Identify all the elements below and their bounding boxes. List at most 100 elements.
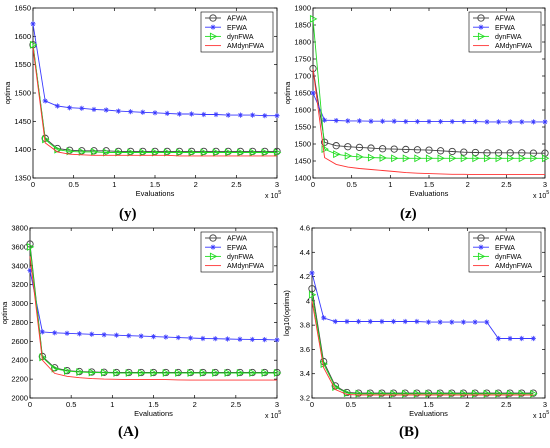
y-tick-label: 1450 [294, 157, 311, 166]
y-axis-label: optima [3, 81, 12, 104]
y-tick-label: 1400 [14, 145, 31, 154]
legend-marker-EFWA [478, 24, 484, 30]
point-dynFWA [273, 148, 282, 157]
point-dynFWA [356, 152, 364, 161]
y-tick-label: 4.6 [300, 224, 310, 233]
y-tick-label: 3200 [11, 280, 28, 289]
point-EFWA [274, 113, 280, 119]
x-tick-label: 1.5 [150, 180, 160, 189]
point-dynFWA [39, 353, 47, 362]
legend-marker-dynFWA [477, 252, 486, 261]
point-EFWA [333, 117, 339, 124]
legend-marker-EFWA [478, 244, 484, 250]
series-line-AFWA [312, 68, 545, 154]
point-AFWA [332, 142, 340, 150]
point-EFWA [380, 118, 386, 124]
y-tick-label: 1650 [294, 89, 311, 98]
point-dynFWA [212, 369, 220, 377]
point-dynFWA [212, 148, 221, 157]
point-AFWA [390, 145, 398, 153]
point-EFWA [390, 318, 397, 325]
legend-marker-dynFWA [209, 252, 218, 261]
point-EFWA [189, 111, 195, 117]
x-tick-label: 2 [465, 400, 469, 409]
point-dynFWA [42, 135, 50, 144]
legend-entry: dynFWA [227, 254, 254, 261]
point-EFWA [262, 113, 268, 119]
point-dynFWA [320, 360, 329, 368]
point-dynFWA [483, 154, 492, 163]
point-dynFWA [344, 151, 353, 160]
x-tick-label: 3 [275, 180, 279, 189]
point-EFWA [345, 118, 351, 124]
y-tick-label: 1750 [294, 55, 311, 64]
point-dynFWA [321, 145, 329, 154]
point-EFWA [403, 118, 409, 125]
series-line-AMdynFWA [311, 300, 534, 396]
point-EFWA [225, 336, 231, 342]
y-tick-label: 1800 [294, 38, 311, 47]
x-exponent-label: x 105 [265, 410, 281, 420]
y-tick-label: 3.8 [300, 321, 310, 330]
point-dynFWA [138, 369, 146, 377]
point-EFWA [138, 333, 144, 339]
series-line-dynFWA [312, 18, 545, 159]
x-tick-label: 3 [543, 180, 547, 189]
point-EFWA [175, 334, 181, 341]
legend-marker-dynFWA [477, 32, 486, 41]
point-EFWA [414, 318, 420, 325]
point-dynFWA [64, 367, 72, 376]
point-EFWA [76, 331, 82, 337]
x-tick-label: 0 [311, 180, 315, 189]
y-axis-label: optima [0, 301, 9, 324]
point-EFWA [113, 332, 120, 338]
chart-1: 0 0.5 1 1.5 2 2.5 3 1400 1450 1500 1550 1600 1650 170… [283, 4, 550, 200]
point-EFWA [89, 331, 95, 337]
y-tick-label: 2800 [11, 318, 28, 327]
point-dynFWA [88, 368, 97, 377]
y-tick-label: 1550 [14, 60, 31, 69]
point-dynFWA [332, 383, 340, 392]
point-EFWA [379, 318, 385, 325]
point-EFWA [519, 335, 525, 342]
point-AFWA [425, 146, 433, 154]
legend-entry: AFWA [495, 236, 515, 243]
point-EFWA [507, 119, 513, 125]
point-EFWA [140, 109, 146, 115]
series-line-AMdynFWA [312, 69, 545, 176]
series-line-AMdynFWA [32, 47, 277, 157]
legend: AFWA EFWA dynFWA AMdynFWA [200, 231, 274, 273]
point-EFWA [187, 335, 194, 341]
y-tick-label: 3400 [11, 261, 28, 270]
point-dynFWA [224, 369, 232, 377]
point-EFWA [128, 109, 134, 115]
legend-entry: AFWA [227, 16, 247, 23]
point-EFWA [460, 319, 467, 325]
series-line-AMdynFWA [29, 256, 277, 381]
point-EFWA [368, 118, 374, 124]
panel-label-A: (A) [118, 424, 139, 440]
point-dynFWA [449, 154, 457, 163]
point-EFWA [414, 118, 420, 125]
x-exponent-power: 5 [278, 190, 281, 196]
panel-label-B: (B) [399, 424, 419, 440]
point-dynFWA [188, 148, 196, 157]
point-dynFWA [249, 369, 257, 377]
point-dynFWA [308, 290, 317, 299]
y-tick-label: 1650 [14, 4, 31, 13]
legend-marker-EFWA [210, 244, 216, 250]
x-tick-label: 0.5 [346, 400, 356, 409]
point-dynFWA [200, 148, 209, 157]
legend-entry: AMdynFWA [227, 43, 264, 50]
x-tick-label: 2 [466, 180, 470, 189]
point-dynFWA [150, 369, 158, 377]
series-line-dynFWA [32, 44, 277, 153]
point-EFWA [212, 336, 218, 342]
panel-label-z: (z) [400, 206, 417, 222]
series-line-dynFWA [29, 246, 277, 374]
x-exponent-power: 5 [546, 190, 549, 196]
point-EFWA [437, 319, 443, 325]
point-dynFWA [164, 148, 172, 157]
legend-marker-AFWA [209, 14, 217, 22]
